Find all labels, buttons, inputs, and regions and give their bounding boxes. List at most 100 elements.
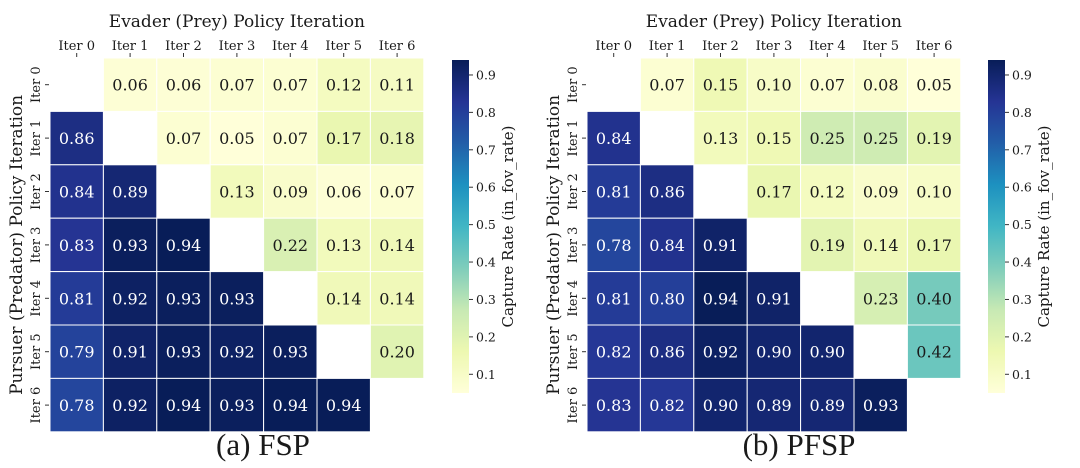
y-tick-label: Iter 6 (29, 387, 44, 424)
heatmap-cell (49, 271, 104, 326)
cell-value-label: 0.14 (379, 236, 415, 255)
heatmap-cell (263, 217, 318, 273)
heatmap-cell (639, 271, 695, 326)
colorbar-tick-label: 0.4 (1012, 255, 1032, 270)
cell-value-label: 0.93 (112, 236, 148, 255)
cell-value-label: 0.92 (703, 343, 739, 362)
heatmap-cell (156, 217, 211, 273)
heatmap-cell (156, 271, 211, 326)
x-tick-label: Iter 6 (916, 39, 953, 54)
heatmap-cell (369, 324, 425, 379)
colorbar-tick-label: 0.7 (476, 142, 496, 157)
heatmap-cell (639, 164, 695, 219)
x-tick-label: Iter 0 (58, 39, 95, 54)
cell-value-label: 0.07 (219, 76, 255, 95)
cell-value-label: 0.91 (703, 236, 739, 255)
x-tick-label: Iter 2 (702, 39, 739, 54)
cell-value-label: 0.86 (59, 129, 95, 148)
cell-value-label: 0.84 (59, 183, 95, 202)
y-tick-label: Iter 2 (566, 173, 581, 210)
colorbar-tick-label: 0.2 (476, 329, 496, 344)
heatmap-cell (746, 110, 802, 166)
colorbar-tick-label: 0.1 (1012, 367, 1032, 382)
heatmap-cell (369, 57, 425, 112)
heatmap-cell (906, 57, 962, 112)
colorbar (988, 60, 1005, 393)
y-tick-label: Iter 3 (566, 227, 581, 264)
cell-value-label: 0.82 (596, 343, 632, 362)
cell-value-label: 0.81 (596, 289, 632, 308)
x-tick-label: Iter 3 (756, 39, 793, 54)
heatmap-cell (853, 164, 908, 219)
cell-value-label: 0.07 (649, 76, 685, 95)
cell-value-label: 0.93 (272, 343, 308, 362)
heatmap-cell (746, 271, 802, 326)
heatmap-cell (49, 324, 104, 379)
colorbar (452, 60, 469, 393)
colorbar-tick-label: 0.7 (1012, 142, 1032, 157)
cell-value-label: 0.94 (703, 289, 739, 308)
y-axis-title: Pursuer (Predator) Policy Iteration (7, 95, 27, 395)
heatmap-cell (693, 271, 748, 326)
colorbar-tick-label: 0.5 (1012, 217, 1032, 232)
heatmap-cell (586, 377, 641, 433)
cell-value-label: 0.22 (272, 236, 308, 255)
y-tick-label: Iter 6 (566, 387, 581, 424)
heatmap-cell (102, 57, 158, 112)
cell-value-label: 0.25 (863, 129, 899, 148)
heatmap-cell (49, 217, 104, 273)
cell-value-label: 0.12 (809, 183, 845, 202)
heatmap-cell (369, 217, 425, 273)
cell-value-label: 0.79 (59, 343, 95, 362)
cell-value-label: 0.25 (809, 129, 845, 148)
cell-value-label: 0.09 (863, 183, 899, 202)
y-tick-label: Iter 1 (566, 120, 581, 157)
x-tick-label: Iter 4 (809, 39, 846, 54)
cell-value-label: 0.89 (809, 396, 845, 415)
heatmap-cell (316, 217, 371, 273)
cell-value-label: 0.92 (219, 343, 255, 362)
y-tick-label: Iter 0 (566, 66, 581, 103)
cell-value-label: 0.10 (916, 183, 952, 202)
heatmap-cell (586, 217, 641, 273)
heatmap-cell (369, 271, 425, 326)
cell-value-label: 0.81 (59, 289, 95, 308)
heatmap-cell (853, 271, 908, 326)
cell-value-label: 0.93 (166, 343, 202, 362)
heatmap-cell (263, 110, 318, 166)
heatmap-cell (693, 324, 748, 379)
y-tick-label: Iter 5 (566, 333, 581, 370)
heatmap-cell (746, 324, 802, 379)
heatmap-cell (209, 57, 265, 112)
cell-value-label: 0.91 (112, 343, 148, 362)
heatmap-cell (639, 217, 695, 273)
heatmap-cell (102, 164, 158, 219)
heatmap-cell (102, 377, 158, 433)
heatmap-cell (586, 324, 641, 379)
heatmap-cell (746, 377, 802, 433)
cell-value-label: 0.17 (756, 183, 792, 202)
cell-value-label: 0.19 (916, 129, 952, 148)
heatmap-cell (639, 57, 695, 112)
colorbar-tick-label: 0.1 (476, 367, 496, 382)
x-tick-label: Iter 1 (649, 39, 686, 54)
heatmap-cell (586, 164, 641, 219)
colorbar-tick-label: 0.8 (476, 105, 496, 120)
x-tick-label: Iter 6 (379, 39, 416, 54)
x-tick-label: Iter 1 (112, 39, 149, 54)
y-tick-label: Iter 0 (29, 66, 44, 103)
cell-value-label: 0.94 (326, 396, 362, 415)
heatmap-cell (746, 164, 802, 219)
heatmap-cell (693, 217, 748, 273)
heatmap-cell (693, 110, 748, 166)
cell-value-label: 0.78 (59, 396, 95, 415)
cell-value-label: 0.17 (326, 129, 362, 148)
colorbar-tick-label: 0.6 (1012, 180, 1032, 195)
cell-value-label: 0.94 (272, 396, 308, 415)
heatmap-cell (209, 377, 265, 433)
cell-value-label: 0.90 (703, 396, 739, 415)
cell-value-label: 0.14 (326, 289, 362, 308)
heatmap-cell (156, 377, 211, 433)
y-axis-title: Pursuer (Predator) Policy Iteration (544, 95, 564, 395)
heatmap-cell (316, 164, 371, 219)
